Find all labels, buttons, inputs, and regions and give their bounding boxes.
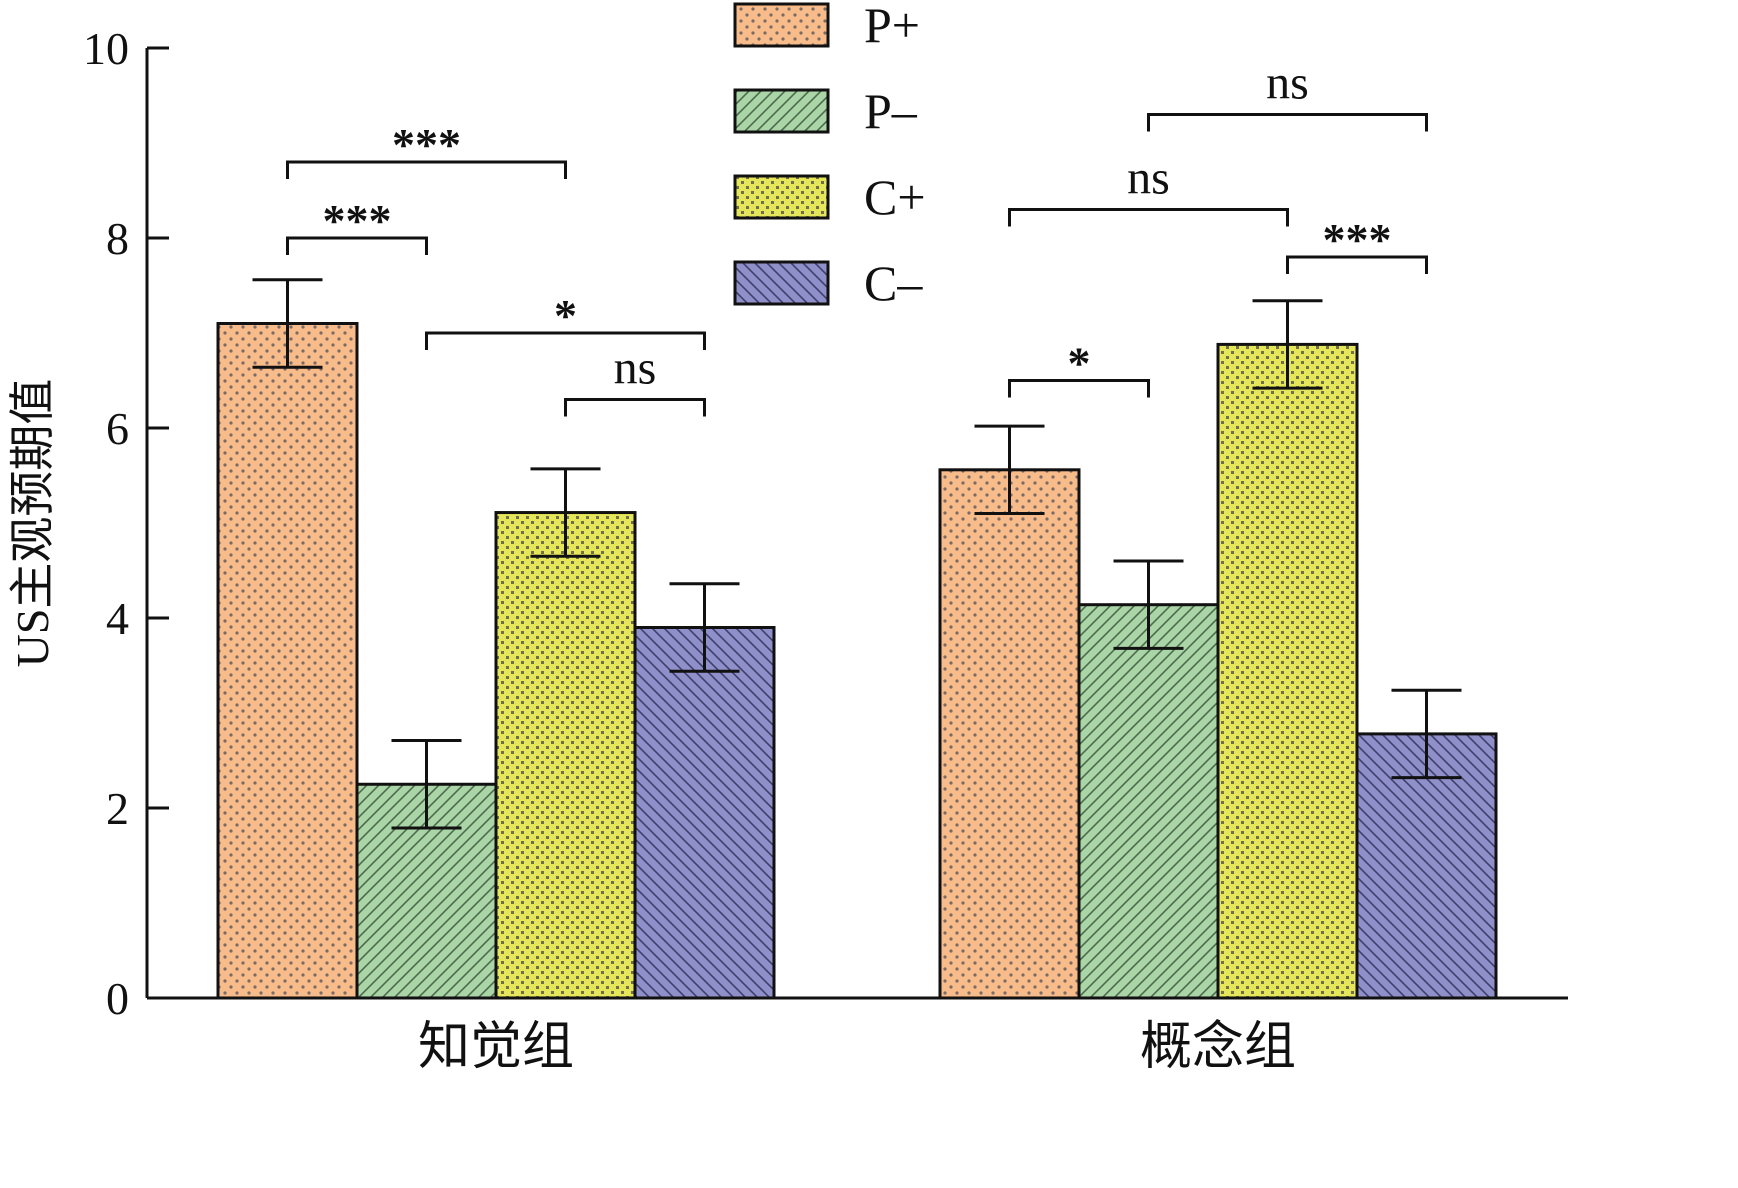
significance-label: * (1068, 338, 1091, 389)
legend-swatch (733, 174, 830, 220)
significance-label: *** (1323, 214, 1392, 265)
category-labels: 知觉组 概念组 (418, 1018, 1296, 1072)
legend-swatch (733, 88, 830, 134)
bar-1-1 (216, 322, 359, 1000)
y-tick-label: 4 (106, 593, 129, 644)
legend-label: C+ (864, 169, 926, 225)
y-ticks: 0 2 4 6 8 10 (83, 23, 169, 1024)
significance-label: * (554, 290, 577, 341)
bar-1-4 (633, 626, 776, 1000)
significance-bracket (1008, 208, 1289, 227)
significance-label: *** (323, 195, 392, 246)
bar-groups (216, 322, 1498, 1000)
significance-bracket (425, 331, 706, 350)
significance-bracket (1286, 255, 1428, 274)
significance-bracket (286, 236, 428, 255)
significance-label: ns (1127, 152, 1170, 205)
y-tick-label: 2 (106, 783, 129, 834)
y-tick-label: 0 (106, 973, 129, 1024)
significance-bracket (564, 398, 706, 417)
legend-swatch (733, 260, 830, 306)
bar-2-3 (1216, 342, 1359, 1000)
legend-swatch (733, 2, 830, 48)
significance-label: ns (1266, 57, 1309, 110)
bar-2-1 (938, 468, 1081, 1000)
x-category-label: 概念组 (1140, 1018, 1296, 1072)
error-bars (252, 278, 1462, 830)
legend-label: C– (864, 255, 923, 311)
significance-bracket (286, 160, 567, 179)
legend: P+ P– C+ C– (733, 0, 926, 311)
y-tick-label: 6 (106, 403, 129, 454)
bar-2-2 (1077, 603, 1220, 1000)
significance-bracket (1147, 113, 1428, 132)
bar-1-3 (494, 511, 637, 1000)
legend-label: P– (864, 83, 918, 139)
x-category-label: 知觉组 (418, 1019, 574, 1072)
y-tick-label: 8 (106, 213, 129, 264)
legend-label: P+ (864, 0, 920, 53)
significance-label: ns (614, 342, 657, 395)
y-tick-label: 10 (83, 23, 129, 74)
significance-bracket (1008, 379, 1150, 398)
y-axis-label: US主观预期值 (7, 379, 58, 668)
significance-label: *** (392, 119, 461, 170)
